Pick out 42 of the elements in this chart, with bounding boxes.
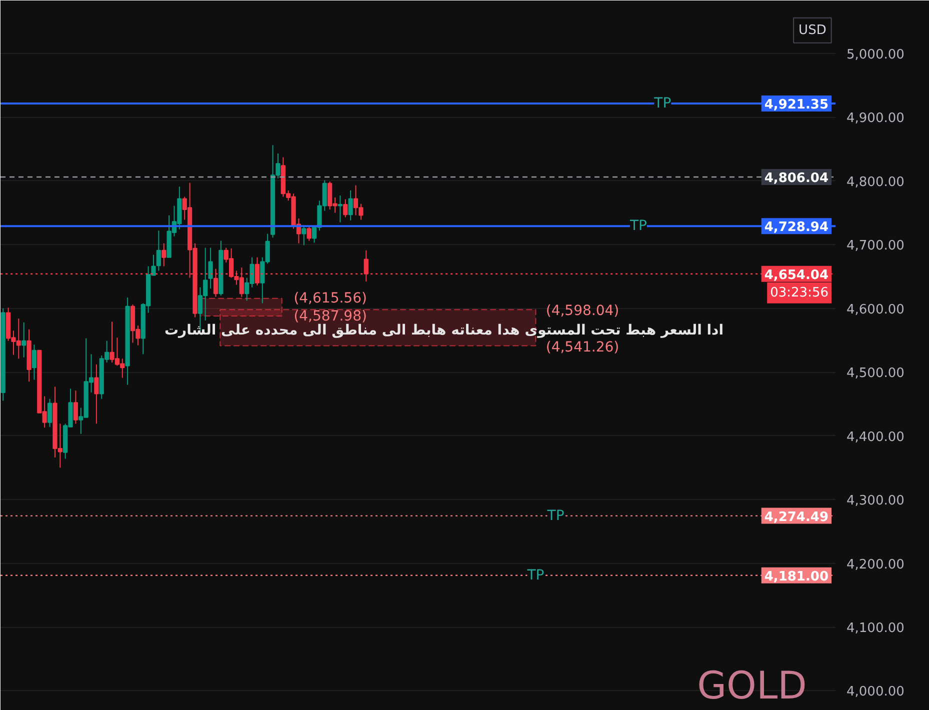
y-tick-label: 4,500.00 bbox=[846, 366, 904, 382]
annotation: USD bbox=[798, 22, 826, 38]
annotation: ادا السعر هبط تحت المستوى هدا معناته هابط الى مناطق الى محدده على الشارت bbox=[164, 322, 724, 339]
candlestick bbox=[306, 226, 312, 242]
y-tick-label: 5,000.00 bbox=[846, 47, 904, 62]
ref-line-label: 4,181.00 bbox=[764, 569, 829, 584]
candlestick bbox=[302, 224, 306, 246]
candlestick bbox=[338, 195, 343, 223]
annotation: TP bbox=[628, 218, 647, 234]
candlestick bbox=[343, 198, 348, 218]
y-tick-label: 4,200.00 bbox=[846, 557, 904, 572]
candlestick bbox=[208, 247, 213, 290]
candlestick bbox=[32, 344, 37, 380]
ref-line-label: 4,654.04 bbox=[764, 268, 829, 283]
annotation: TP bbox=[526, 567, 544, 584]
y-tick-label: 4,700.00 bbox=[846, 238, 904, 254]
y-tick-label: 4,300.00 bbox=[846, 494, 904, 509]
ref-line-label: 4,921.35 bbox=[764, 98, 829, 113]
annotation: 03:23:56 bbox=[770, 285, 829, 300]
annotation: (4,598.04) bbox=[546, 302, 620, 319]
candlestick bbox=[94, 364, 99, 424]
y-tick-label: 4,900.00 bbox=[846, 111, 904, 126]
annotation: (4,541.26) bbox=[546, 340, 620, 356]
candlestick bbox=[73, 390, 78, 424]
y-tick-label: 4,000.00 bbox=[846, 684, 904, 700]
annotation: GOLD bbox=[697, 664, 807, 708]
annotation: TP bbox=[546, 508, 564, 524]
annotation: (4,615.56) bbox=[294, 290, 367, 307]
y-tick-label: 4,400.00 bbox=[846, 430, 904, 445]
ref-line-label: 4,728.94 bbox=[764, 220, 829, 236]
candlestick bbox=[162, 242, 166, 267]
candlestick bbox=[156, 230, 161, 272]
annotation: (4,587.98) bbox=[294, 308, 367, 324]
candlestick bbox=[348, 190, 353, 221]
y-tick-label: 4,800.00 bbox=[846, 174, 904, 190]
y-tick-label: 4,600.00 bbox=[846, 302, 904, 318]
annotation: TP bbox=[653, 96, 672, 112]
y-tick-label: 4,100.00 bbox=[846, 621, 904, 636]
candlestick bbox=[47, 398, 52, 428]
ref-line-label: 4,274.49 bbox=[764, 510, 829, 525]
ref-line-label: 4,806.04 bbox=[764, 171, 829, 186]
candlestick bbox=[22, 322, 26, 358]
